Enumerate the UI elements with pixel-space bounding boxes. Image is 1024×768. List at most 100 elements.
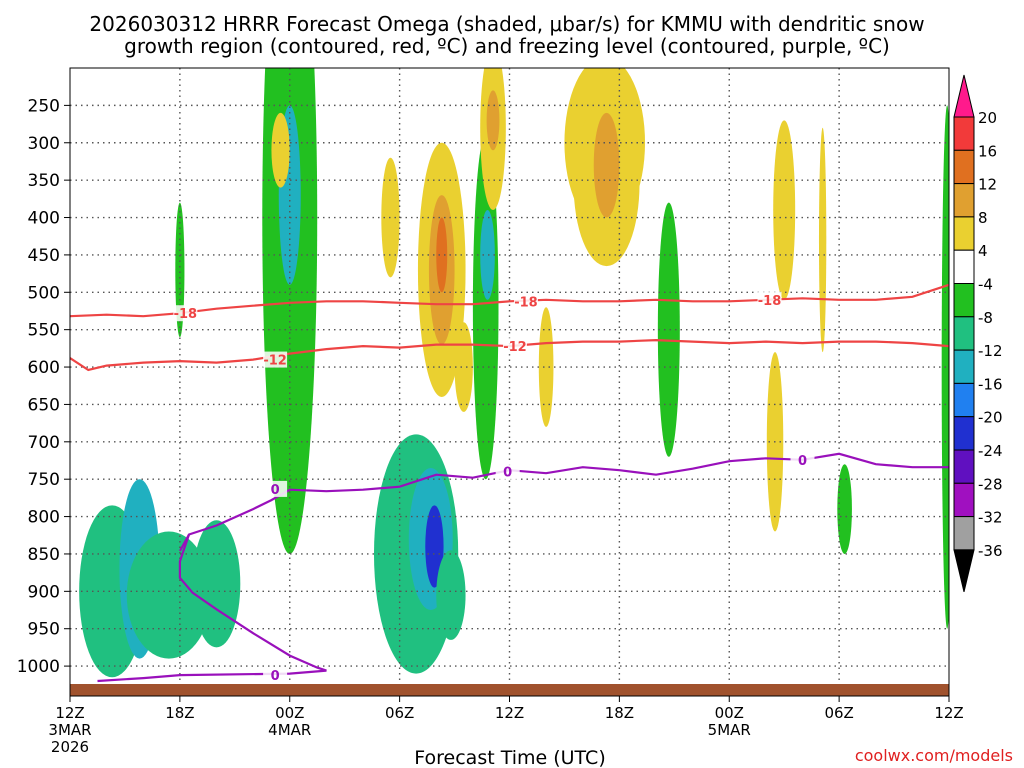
contour-label-text: -18 xyxy=(514,295,538,310)
x-tick-label: 06Z xyxy=(824,704,853,722)
omega-cell xyxy=(593,112,620,218)
y-tick-label: 450 xyxy=(28,246,60,266)
colorbar-bin xyxy=(953,316,975,351)
omega-cell xyxy=(657,202,680,457)
x-tick-label: 18Z xyxy=(605,704,634,722)
colorbar-bin xyxy=(953,249,975,284)
x-tick-label: 06Z xyxy=(385,704,414,722)
colorbar-label: -8 xyxy=(978,309,993,327)
y-tick-label: 600 xyxy=(28,358,60,378)
colorbar-bin xyxy=(953,283,975,318)
colorbar-bin xyxy=(953,449,975,484)
x-tick-label: 00Z xyxy=(275,704,304,722)
colorbar-bin xyxy=(953,416,975,451)
contour-label-bg xyxy=(513,293,538,310)
contour-label-text: 0 xyxy=(271,483,280,498)
contour-label-text: 0 xyxy=(503,466,512,481)
y-tick-label: 250 xyxy=(28,96,60,116)
y-axis-pressure: 250 300 350 400 450 500 550 600 650 700 750 800 850 9… xyxy=(17,96,70,677)
x-tick-date: 5MAR xyxy=(708,721,751,739)
omega-cell xyxy=(486,90,500,151)
dgz-warm-label-2: -12 xyxy=(502,338,527,355)
colorbar-label: 12 xyxy=(978,176,997,194)
contour-label-text: 0 xyxy=(798,454,807,469)
y-tick-label: 800 xyxy=(28,508,60,528)
contour-label-text: -18 xyxy=(758,294,782,309)
omega-cell xyxy=(538,307,554,427)
dgz-cold-contour xyxy=(70,283,949,318)
omega-cell xyxy=(436,217,448,293)
dgz-cold-label-3: -18 xyxy=(757,291,782,309)
contours: -18 -18 -18 -12 -12 0 0 0 0 xyxy=(70,283,949,684)
x-tick-date: 3MAR xyxy=(48,721,91,739)
contour-label-bg xyxy=(495,463,520,480)
omega-cell xyxy=(773,120,796,300)
chart-title-line2: growth region (contoured, red, ºC) and f… xyxy=(124,34,890,58)
x-tick-label: 18Z xyxy=(165,704,194,722)
y-tick-label: 300 xyxy=(28,134,60,154)
colorbar-label: -16 xyxy=(978,375,1003,393)
x-tick-label: 12Z xyxy=(934,704,963,722)
plot-area: -18 -18 -18 -12 -12 0 0 0 0 xyxy=(70,68,949,696)
y-tick-label: 350 xyxy=(28,171,60,191)
y-tick-label: 900 xyxy=(28,582,60,602)
colorbar-label: 8 xyxy=(978,209,988,227)
dgz-warm-label-1: -12 xyxy=(263,351,288,369)
watermark: coolwx.com/models xyxy=(855,746,1013,765)
freezing-label-1: 0 xyxy=(263,480,288,498)
y-tick-label: 1000 xyxy=(17,657,60,677)
colorbar-bin xyxy=(953,349,975,384)
colorbar-label: -4 xyxy=(978,276,993,294)
contour-label-bg xyxy=(757,291,782,308)
dgz-cold-label-1: -18 xyxy=(173,305,198,322)
contour-label-text: -12 xyxy=(503,340,527,355)
omega-cell xyxy=(175,202,185,338)
colorbar-bin xyxy=(953,116,975,151)
contour-label-bg xyxy=(173,305,198,322)
omega-cell xyxy=(941,105,949,629)
contour-label-text: -18 xyxy=(174,307,198,322)
omega-colorbar: 20 16 12 8 4 -4 -8 -12 -16 -20 -24 -28 -32 -36 xyxy=(953,74,1003,593)
colorbar-bin xyxy=(953,482,975,518)
colorbar-bin xyxy=(953,216,975,251)
y-tick-label: 400 xyxy=(28,209,60,229)
omega-cell xyxy=(126,531,212,659)
omega-cell xyxy=(818,127,827,353)
colorbar-label: 16 xyxy=(978,142,997,160)
contour-label-bg xyxy=(263,480,288,497)
x-axis-label: Forecast Time (UTC) xyxy=(414,747,605,768)
colorbar-label: 4 xyxy=(978,242,988,260)
x-tick-label: 12Z xyxy=(55,704,84,722)
y-tick-label: 650 xyxy=(28,395,60,415)
x-tick-year: 2026 xyxy=(51,738,89,756)
colorbar-label: 20 xyxy=(978,109,997,127)
contour-label-bg xyxy=(263,351,288,368)
x-tick-date: 4MAR xyxy=(268,721,311,739)
freezing-label-3: 0 xyxy=(790,451,815,469)
y-tick-label: 750 xyxy=(28,470,60,490)
freezing-label-2: 0 xyxy=(495,463,520,481)
omega-cell xyxy=(425,505,444,588)
colorbar-bin xyxy=(953,149,975,185)
y-tick-label: 550 xyxy=(28,321,60,341)
y-tick-label: 850 xyxy=(28,545,60,565)
colorbar-label: -32 xyxy=(978,509,1003,527)
colorbar-bin xyxy=(953,516,975,551)
chart-title-line1: 2026030312 HRRR Forecast Omega (shaded, … xyxy=(89,12,924,36)
freezing-label-4: 0 xyxy=(263,667,288,684)
colorbar-bin xyxy=(953,183,975,218)
omega-cell xyxy=(837,464,852,554)
omega-cell xyxy=(454,322,473,412)
contour-label-bg xyxy=(502,338,527,355)
omega-cell xyxy=(192,520,241,648)
colorbar-bin xyxy=(953,382,975,418)
colorbar-label: -36 xyxy=(978,542,1003,560)
grid-lines xyxy=(70,68,949,696)
colorbar-bottom-arrow xyxy=(953,549,975,593)
freezing-level-loop-contour xyxy=(97,534,327,683)
dgz-warm-contour xyxy=(70,338,949,372)
x-tick-label: 00Z xyxy=(715,704,744,722)
colorbar-label: -28 xyxy=(978,475,1003,493)
